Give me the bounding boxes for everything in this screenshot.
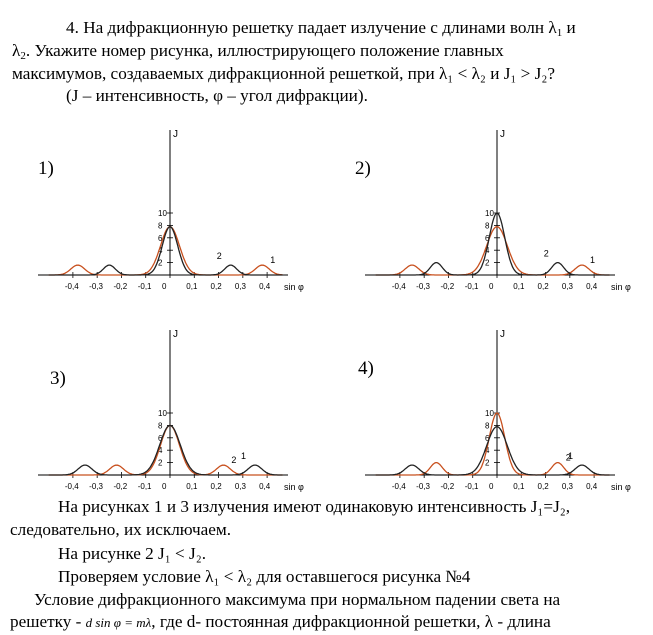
y-tick-label: 4 — [158, 446, 163, 455]
peak-label: 2 — [217, 251, 222, 261]
x-tick-label: -0,2 — [440, 282, 454, 291]
y-axis-label: J — [173, 129, 178, 140]
x-tick-label: 0,3 — [235, 482, 247, 491]
y-tick-label: 8 — [485, 221, 490, 230]
answer-line-4: Проверяем условие λ₁ < λ₂ для оставшегос… — [58, 567, 471, 586]
y-axis-label: J — [500, 129, 505, 140]
y-tick-label: 4 — [485, 246, 490, 255]
peak-label: 2 — [566, 453, 571, 463]
x-tick-label: 0 — [162, 482, 167, 491]
y-tick-label: 6 — [485, 234, 490, 243]
answer-line-6: решетку - d sin φ = mλ, где d- постоянна… — [10, 612, 551, 631]
x-tick-label: 0,3 — [235, 282, 247, 291]
x-tick-label: 0,4 — [259, 282, 271, 291]
figure-label: 2) — [355, 158, 371, 179]
x-tick-label: 0,2 — [211, 282, 223, 291]
answer-line-1: На рисунках 1 и 3 излучения имеют одинак… — [58, 497, 571, 516]
x-axis-label: sin φ — [611, 282, 631, 292]
black-curve — [375, 212, 610, 276]
y-tick-label: 10 — [158, 409, 167, 418]
task-line-4: (J – интенсивность, φ – угол дифракции). — [66, 86, 368, 105]
x-tick-label: 0,1 — [513, 482, 525, 491]
y-tick-label: 10 — [485, 409, 494, 418]
peak-label: 1 — [270, 255, 275, 265]
y-tick-label: 2 — [485, 459, 490, 468]
x-axis-label: sin φ — [284, 482, 304, 492]
x-tick-label: 0,1 — [186, 482, 198, 491]
x-axis-label: sin φ — [284, 282, 304, 292]
black-curve — [375, 425, 610, 476]
x-tick-label: 0,3 — [562, 482, 574, 491]
x-tick-label: 0,3 — [562, 282, 574, 291]
x-tick-label: 0 — [489, 282, 494, 291]
x-tick-label: 0 — [162, 282, 167, 291]
x-tick-label: -0,3 — [89, 482, 103, 491]
x-tick-label: -0,4 — [392, 282, 406, 291]
x-tick-label: 0,2 — [538, 482, 550, 491]
y-tick-label: 10 — [158, 209, 167, 218]
x-tick-label: 0,4 — [259, 482, 271, 491]
x-tick-label: -0,3 — [416, 282, 430, 291]
x-tick-label: -0,4 — [65, 282, 79, 291]
answer-line-3: На рисунке 2 J₁ < J₂. — [58, 544, 207, 563]
x-tick-label: 0,4 — [586, 482, 598, 491]
y-axis-label: J — [173, 329, 178, 340]
x-tick-label: -0,4 — [65, 482, 79, 491]
y-tick-label: 6 — [158, 434, 163, 443]
formula: d sin φ = mλ — [85, 615, 152, 630]
peak-label: 1 — [568, 451, 573, 461]
y-axis-label: J — [500, 329, 505, 340]
figure-label: 4) — [358, 358, 374, 379]
task-line-2: λ2. Укажите номер рисунка, иллюстрирующе… — [12, 41, 504, 62]
y-tick-label: 6 — [485, 434, 490, 443]
y-tick-label: 6 — [158, 234, 163, 243]
figure-label: 1) — [38, 158, 54, 179]
y-tick-label: 4 — [485, 446, 490, 455]
x-tick-label: -0,2 — [440, 482, 454, 491]
x-tick-label: -0,2 — [113, 282, 127, 291]
y-tick-label: 8 — [158, 221, 163, 230]
x-tick-label: -0,3 — [89, 282, 103, 291]
peak-label: 1 — [590, 255, 595, 265]
task-line-3: максимумов, создаваемых дифракционной ре… — [12, 64, 555, 83]
x-tick-label: 0,4 — [586, 282, 598, 291]
y-tick-label: 2 — [158, 459, 163, 468]
x-tick-label: -0,3 — [416, 482, 430, 491]
figure-label: 3) — [50, 368, 66, 389]
red-curve — [48, 424, 283, 476]
x-tick-label: 0,1 — [513, 282, 525, 291]
x-tick-label: 0,2 — [538, 282, 550, 291]
y-tick-label: 2 — [485, 259, 490, 268]
y-tick-label: 2 — [158, 259, 163, 268]
x-tick-label: 0 — [489, 482, 494, 491]
black-curve — [48, 225, 283, 276]
task-line-1: 4. На дифракционную решетку падает излуч… — [66, 18, 576, 39]
x-tick-label: -0,2 — [113, 482, 127, 491]
x-tick-label: -0,1 — [465, 282, 479, 291]
x-tick-label: -0,4 — [392, 482, 406, 491]
y-tick-label: 8 — [158, 421, 163, 430]
black-curve — [48, 424, 283, 476]
y-tick-label: 8 — [485, 421, 490, 430]
answer-line-2: следовательно, их исключаем. — [10, 520, 232, 539]
x-tick-label: -0,1 — [138, 482, 152, 491]
answer-line-5: Условие дифракционного максимума при нор… — [34, 590, 561, 609]
red-curve — [375, 412, 610, 476]
x-tick-label: -0,1 — [138, 282, 152, 291]
peak-label: 2 — [544, 249, 549, 259]
x-tick-label: -0,1 — [465, 482, 479, 491]
x-tick-label: 0,1 — [186, 282, 198, 291]
x-axis-label: sin φ — [611, 482, 631, 492]
red-curve — [375, 225, 610, 276]
peak-label: 1 — [241, 451, 246, 461]
y-tick-label: 10 — [485, 209, 494, 218]
peak-label: 2 — [231, 455, 236, 465]
x-tick-label: 0,2 — [211, 482, 223, 491]
